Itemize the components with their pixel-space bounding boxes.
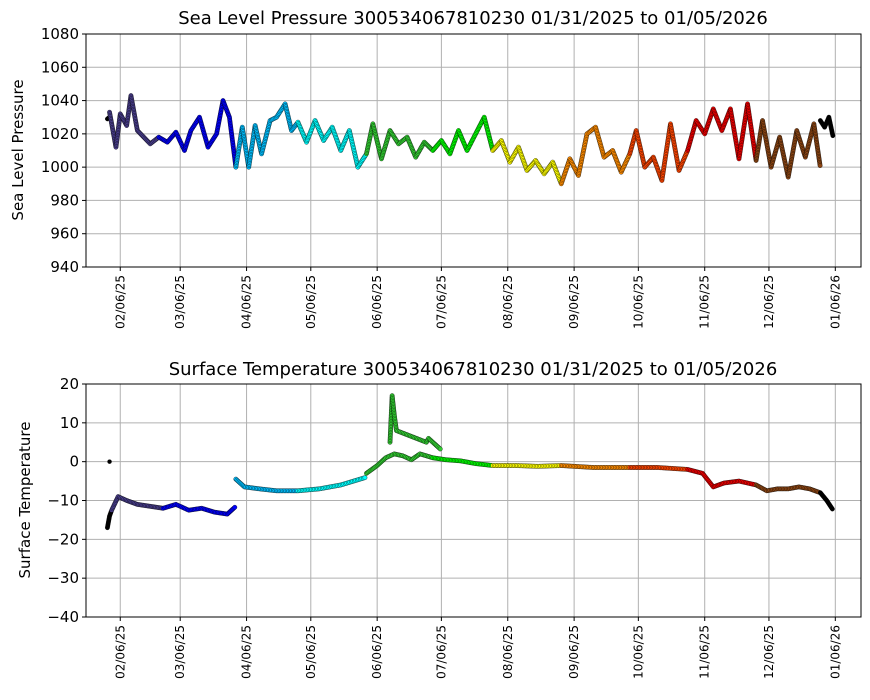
data-series-5 — [295, 475, 368, 494]
x-axis-ticks: 02/06/25 03/06/25 04/06/25 05/06/25 06/06/25… — [113, 267, 842, 329]
plot-frame — [85, 33, 862, 268]
x-tick-label: 08/06/25 — [501, 625, 515, 679]
x-tick-label: 12/06/25 — [762, 625, 776, 679]
x-axis-ticks: 02/06/25 03/06/25 04/06/25 05/06/25 06/06/25… — [113, 617, 842, 679]
data-series-7 — [490, 138, 564, 185]
chart-title: Surface Temperature 300534067810230 01/3… — [169, 359, 778, 380]
x-tick-label: 10/06/25 — [631, 275, 645, 329]
x-tick-label: 09/06/25 — [567, 625, 581, 679]
y-tick-label: 10 — [60, 414, 79, 432]
x-tick-label: 08/06/25 — [501, 275, 515, 329]
x-tick-label: 07/06/25 — [434, 625, 448, 679]
x-tick-label: 05/06/25 — [304, 275, 318, 329]
x-tick-label: 11/06/25 — [698, 275, 712, 329]
x-tick-label: 09/06/25 — [567, 275, 581, 329]
data-point — [232, 504, 238, 510]
x-tick-label: 01/06/26 — [828, 625, 842, 679]
data-series-13 — [753, 482, 822, 495]
data-series-1 — [107, 459, 112, 464]
data-series-7 — [387, 393, 443, 452]
data-series-8 — [558, 124, 632, 187]
chart-title: Sea Level Pressure 300534067810230 01/31… — [178, 8, 768, 29]
y-axis-label: Sea Level Pressure — [9, 79, 27, 220]
data-series-3 — [160, 502, 238, 517]
y-tick-label: −40 — [47, 608, 79, 626]
data-series-10 — [685, 101, 759, 162]
y-tick-label: 1060 — [41, 58, 79, 76]
y-tick-label: 1000 — [41, 158, 79, 176]
data-series-4 — [233, 476, 299, 494]
y-tick-label: 940 — [50, 258, 79, 276]
x-tick-label: 07/06/25 — [434, 275, 448, 329]
x-tick-label: 06/06/25 — [370, 625, 384, 679]
data-series-11 — [627, 465, 689, 472]
data-series-2 — [109, 494, 165, 513]
y-tick-label: 1080 — [41, 25, 79, 43]
data-series-12 — [685, 467, 757, 490]
data-point — [817, 163, 823, 168]
x-tick-label: 12/06/25 — [762, 275, 776, 329]
x-tick-label: 10/06/25 — [631, 625, 645, 679]
x-tick-label: 03/06/25 — [173, 625, 187, 679]
data-point — [107, 459, 112, 464]
y-tick-label: 1020 — [41, 125, 79, 143]
x-tick-label: 02/06/25 — [113, 275, 127, 329]
x-tick-label: 04/06/25 — [240, 625, 254, 679]
y-axis-ticks: 940 960 980 1000 1020 1040 1060 1080 — [41, 25, 86, 276]
y-tick-label: 1040 — [41, 92, 79, 110]
x-tick-label: 04/06/25 — [240, 275, 254, 329]
data-points — [105, 93, 836, 187]
y-tick-label: 960 — [50, 225, 79, 243]
x-tick-label: 06/06/25 — [370, 275, 384, 329]
data-series-9 — [627, 121, 690, 183]
y-tick-label: −10 — [47, 492, 79, 510]
data-series-4 — [295, 118, 368, 170]
data-series-1 — [107, 93, 160, 150]
data-point — [362, 475, 368, 481]
data-series-12 — [817, 114, 836, 139]
y-tick-label: 0 — [69, 453, 79, 471]
y-axis-label: Surface Temperature — [16, 422, 34, 579]
data-point — [829, 506, 835, 512]
surface-temperature-panel: Surface Temperature 300534067810230 01/3… — [16, 359, 862, 679]
y-axis-ticks: −40 −30 −20 −10 0 10 20 — [47, 375, 86, 626]
data-series-2 — [156, 98, 239, 168]
data-point — [830, 133, 836, 139]
data-series-9 — [490, 463, 563, 469]
y-tick-label: −20 — [47, 530, 79, 548]
x-tick-label: 02/06/25 — [113, 625, 127, 679]
data-points — [105, 393, 835, 531]
data-series-14 — [817, 490, 835, 512]
y-tick-label: 980 — [50, 191, 79, 209]
x-tick-label: 11/06/25 — [698, 625, 712, 679]
y-tick-label: 20 — [60, 375, 79, 393]
x-tick-label: 05/06/25 — [304, 625, 318, 679]
plot-area — [86, 34, 861, 267]
x-tick-label: 03/06/25 — [173, 275, 187, 329]
x-tick-label: 01/06/26 — [828, 275, 842, 329]
data-series-5 — [364, 121, 435, 162]
data-series-3 — [233, 101, 300, 170]
data-series-11 — [753, 118, 823, 180]
data-point — [437, 446, 443, 452]
data-series-6 — [430, 114, 495, 157]
sea-level-pressure-panel: Sea Level Pressure 300534067810230 01/31… — [9, 8, 862, 329]
data-series-10 — [558, 463, 631, 470]
y-tick-label: −30 — [47, 569, 79, 587]
